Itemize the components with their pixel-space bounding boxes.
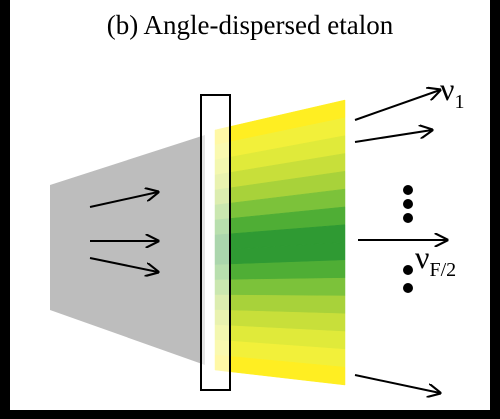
fan-band (215, 278, 345, 296)
title: (b) Angle-dispersed etalon (107, 10, 394, 40)
dispersed-fan (215, 100, 345, 385)
frame (490, 0, 500, 419)
label-sub: 1 (454, 91, 464, 113)
label-main: ν (440, 71, 454, 107)
label-sub: F/2 (429, 259, 456, 281)
diagram: (b) Angle-dispersed etalon ν1 νF/2 (0, 0, 500, 419)
etalon (201, 95, 230, 390)
label-main: ν (415, 239, 429, 275)
